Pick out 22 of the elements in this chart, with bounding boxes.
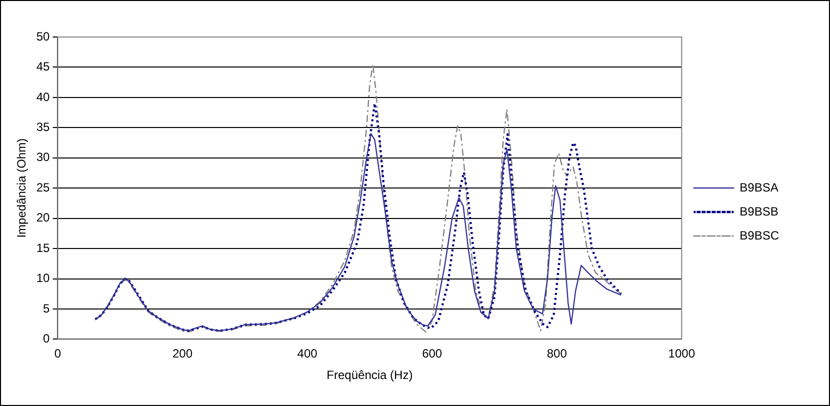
legend-label: B9BSA: [740, 180, 778, 194]
y-tick-label: 0: [43, 332, 50, 346]
y-tick-label: 30: [36, 150, 50, 164]
y-tick-label: 5: [43, 301, 50, 316]
x-tick-label: 200: [172, 346, 193, 361]
x-tick-label: 800: [546, 346, 568, 361]
y-tick-label: 25: [36, 180, 50, 194]
x-tick-label: 1000: [668, 346, 696, 361]
legend-label: B9BSB: [740, 204, 778, 218]
x-axis-title: Freqüência (Hz): [326, 368, 413, 382]
y-tick-label: 10: [36, 271, 50, 286]
legend-label: B9BSC: [740, 228, 780, 242]
y-tick-label: 20: [36, 210, 50, 225]
y-tick-label: 45: [36, 60, 50, 74]
x-tick-label: 400: [297, 346, 318, 361]
y-tick-label: 15: [36, 240, 50, 255]
x-tick-label: 600: [422, 346, 442, 361]
y-tick-label: 40: [36, 90, 50, 104]
y-axis-title: Impedância (Ohm): [14, 138, 29, 238]
y-tick-label: 50: [36, 29, 50, 44]
y-tick-label: 35: [36, 120, 50, 134]
x-tick-label: 0: [54, 346, 62, 361]
